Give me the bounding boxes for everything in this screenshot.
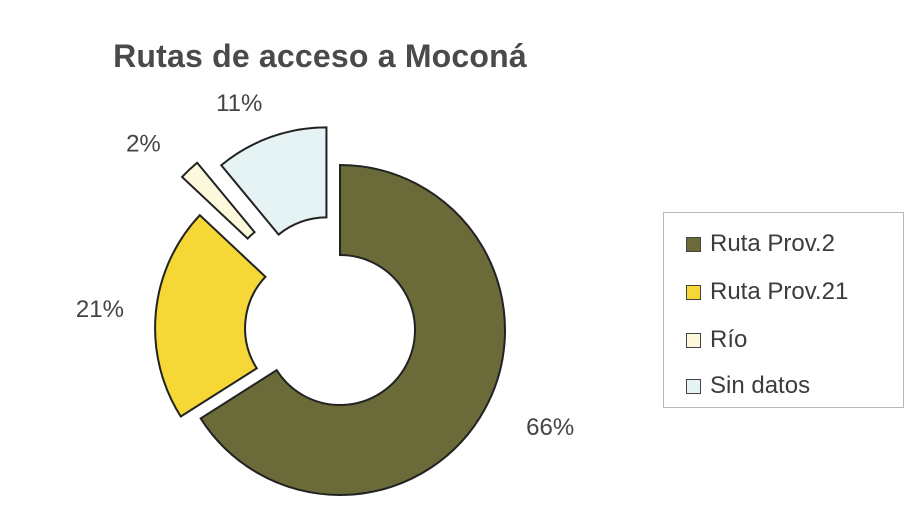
legend-swatch (686, 378, 701, 394)
data-label: 66% (526, 414, 574, 441)
legend-item-ruta-prov-2: Ruta Prov.2 (686, 229, 835, 259)
doughnut-slice-sin-datos (219, 126, 328, 236)
legend-label: Ruta Prov.2 (710, 230, 835, 257)
legend-item-sin-datos: Sin datos (686, 371, 810, 401)
legend-item-ruta-prov-21: Ruta Prov.21 (686, 277, 848, 307)
legend-label: Ruta Prov.21 (710, 278, 849, 305)
legend-swatch (686, 284, 701, 300)
legend-label: Sin datos (710, 372, 811, 399)
legend: Ruta Prov.2 Ruta Prov.21 Río Sin datos (663, 212, 904, 408)
legend-item-rio: Río (686, 325, 747, 355)
data-label: 2% (126, 130, 161, 157)
legend-label: Río (710, 326, 748, 353)
doughnut-slice-r-o (180, 161, 256, 240)
legend-swatch (686, 332, 701, 348)
data-label: 21% (76, 296, 124, 323)
doughnut-slice-ruta-prov-21 (154, 213, 267, 418)
chart-title: Rutas de acceso a Moconá (113, 38, 527, 74)
data-label: 11% (216, 90, 262, 117)
legend-swatch (686, 236, 701, 252)
doughnut-slice-ruta-prov-2 (199, 163, 506, 496)
